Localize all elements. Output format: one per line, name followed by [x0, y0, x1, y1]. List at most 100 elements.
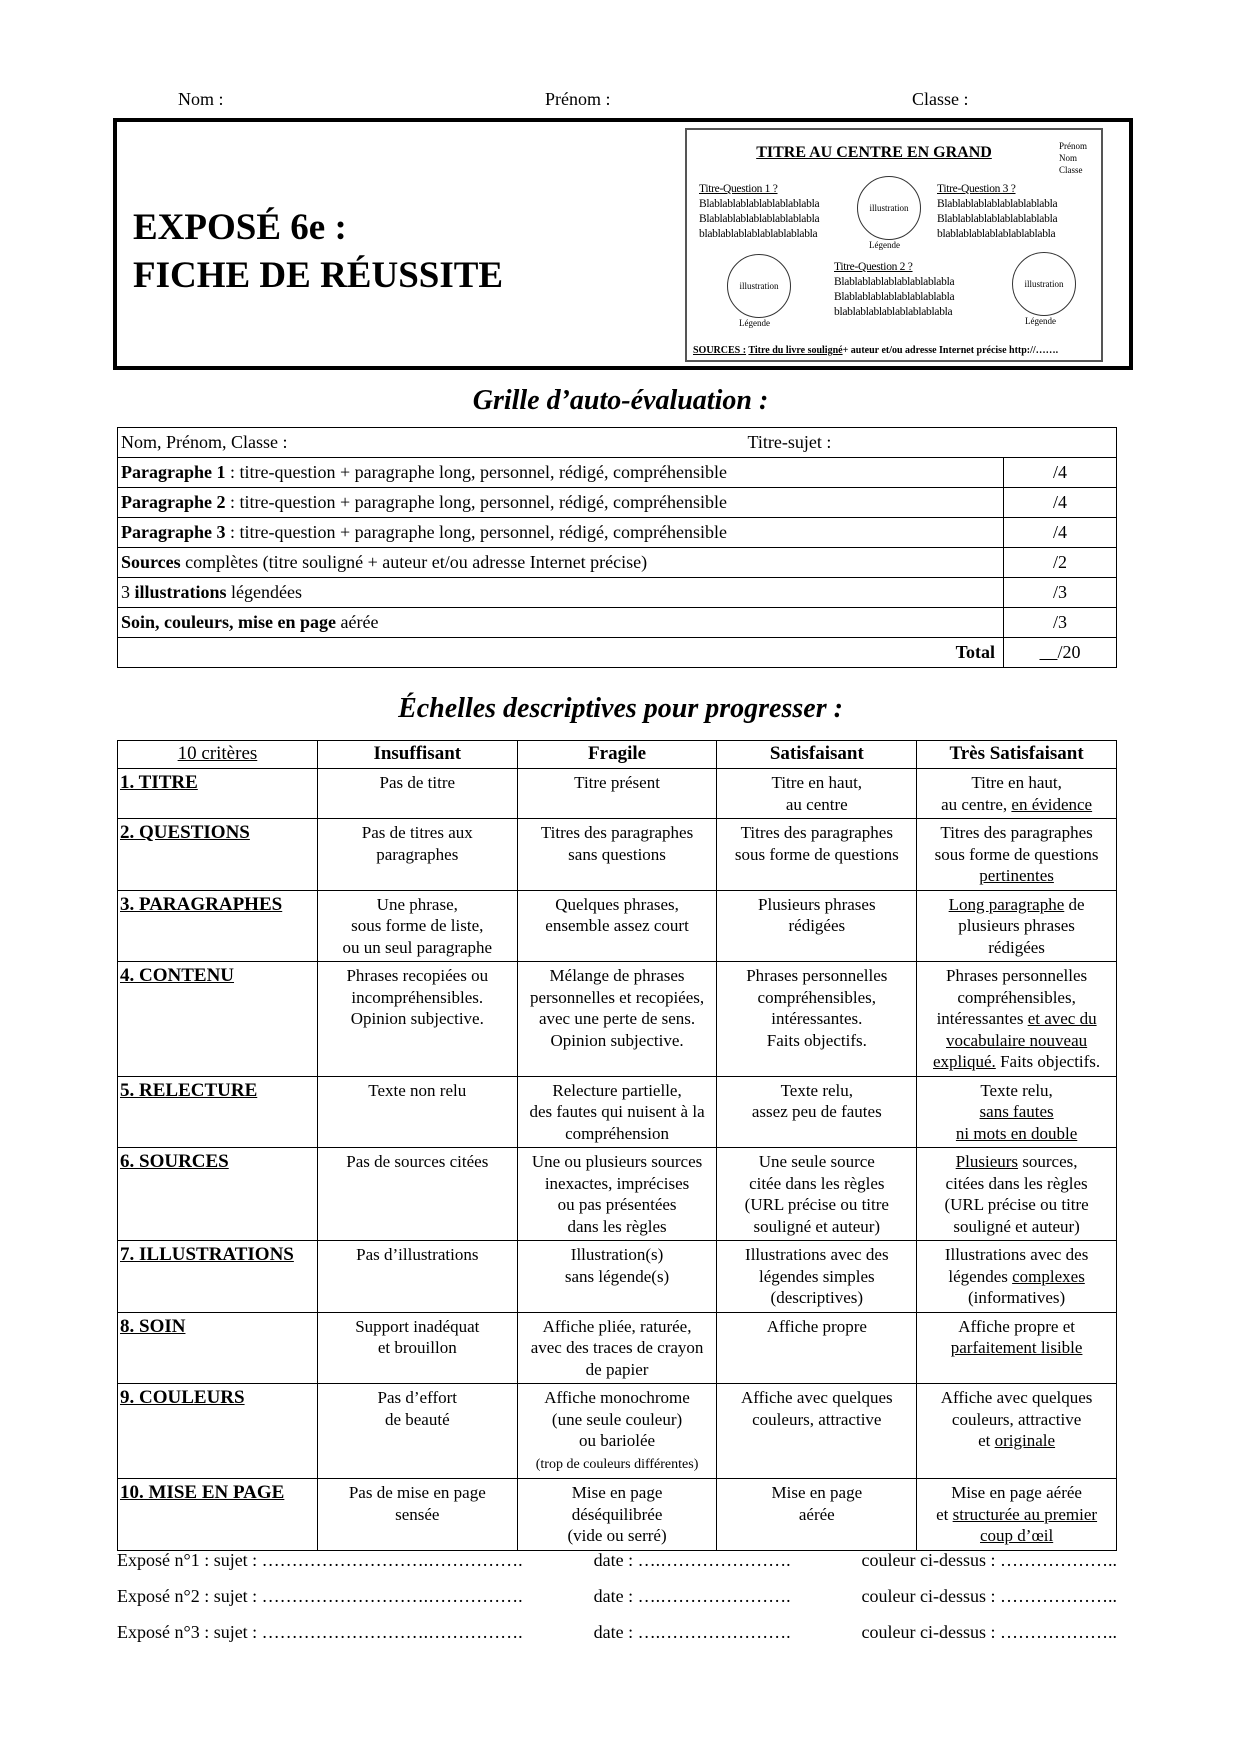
- self-evaluation-grid: Nom, Prénom, Classe : Titre-sujet : Parag…: [117, 427, 1117, 668]
- scale-row: 8. SOIN Support inadéquat et brouillon Affi…: [117, 1311, 1117, 1384]
- level-description: Affiche avec quelques couleurs, attractiv…: [916, 1383, 1117, 1479]
- poster-question-3: Titre-Question 3 ? Blablablablablablablab…: [937, 183, 1058, 240]
- level-description: Plusieurs sources, citées dans les règles…: [916, 1147, 1117, 1241]
- legend-label: Légende: [869, 240, 900, 250]
- level-description: Affiche monochrome (une seule couleur) ou …: [516, 1383, 718, 1479]
- subject-field[interactable]: Exposé n°3 : sujet : ……………………….…………….: [117, 1622, 523, 1642]
- level-description: Texte non relu: [316, 1075, 518, 1148]
- level-description: Titres des paragraphes sous forme de ques…: [716, 818, 918, 891]
- criterion-cell: Sources complètes (titre souligné + aute…: [117, 547, 1004, 578]
- score-cell[interactable]: /4: [1003, 487, 1117, 518]
- grid-row: Paragraphe 2 : titre-question + paragrap…: [117, 487, 1117, 518]
- grid-header-row: Nom, Prénom, Classe : Titre-sujet :: [117, 427, 1117, 458]
- total-score[interactable]: /20: [1003, 637, 1117, 668]
- column-header: Fragile: [516, 740, 718, 769]
- level-description: Mise en page aérée et structurée au premi…: [916, 1478, 1117, 1551]
- scale-row: 1. TITRE Pas de titre Titre présent Titre e…: [117, 768, 1117, 819]
- level-description: Phrases personnelles compréhensibles, inté…: [916, 961, 1117, 1077]
- criterion-name: 8. SOIN: [117, 1311, 318, 1384]
- level-description: Plusieurs phrases rédigées: [716, 889, 918, 962]
- column-header: Satisfaisant: [716, 740, 918, 769]
- level-description: Long paragraphe de plusieurs phrases rédig…: [916, 889, 1117, 962]
- scale-row: 2. QUESTIONS Pas de titres aux paragraphes…: [117, 818, 1117, 891]
- title-line-1: EXPOSÉ 6e :: [133, 207, 347, 248]
- criterion-cell: Paragraphe 1 : titre-question + paragrap…: [117, 457, 1004, 488]
- subject-field[interactable]: Exposé n°2 : sujet : ……………………….…………….: [117, 1586, 523, 1606]
- scale-row: 3. PARAGRAPHES Une phrase, sous forme de l…: [117, 889, 1117, 962]
- poster-question-1: Titre-Question 1 ? Blablablablablablablab…: [699, 183, 820, 240]
- level-description: Une ou plusieurs sources inexactes, impré…: [516, 1147, 718, 1241]
- level-description: Pas de titres aux paragraphes: [316, 818, 518, 891]
- criterion-name: 1. TITRE: [117, 768, 318, 819]
- level-description: Une seule source citée dans les règles (UR…: [716, 1147, 918, 1241]
- page-title: EXPOSÉ 6e : FICHE DE RÉUSSITE: [133, 204, 503, 300]
- level-description: Texte relu, sans fautes ni mots en double: [916, 1075, 1117, 1148]
- grid-row: Paragraphe 3 : titre-question + paragrap…: [117, 517, 1117, 548]
- level-description: Pas d’effort de beauté: [316, 1383, 518, 1479]
- criterion-name: 3. PARAGRAPHES: [117, 889, 318, 962]
- criterion-name: 2. QUESTIONS: [117, 818, 318, 891]
- level-description: Illustrations avec des légendes complexes…: [916, 1240, 1117, 1313]
- grid-row: Soin, couleurs, mise en page aérée/3: [117, 607, 1117, 638]
- scale-row: 4. CONTENU Phrases recopiées ou incompréhe…: [117, 961, 1117, 1077]
- level-description: Pas d’illustrations: [316, 1240, 518, 1313]
- scale-row: 5. RELECTURE Texte non relu Relecture part…: [117, 1075, 1117, 1148]
- total-label: Total: [117, 637, 1004, 668]
- illustration-circle: illustration: [1012, 252, 1076, 316]
- poster-question-2: Titre-Question 2 ? Blablablablablablablab…: [834, 261, 955, 318]
- criterion-name: 9. COULEURS: [117, 1383, 318, 1479]
- color-field[interactable]: couleur ci-dessus : ………………..: [861, 1622, 1117, 1642]
- scale-row: 9. COULEURS Pas d’effort de beauté Affiche …: [117, 1383, 1117, 1479]
- criterion-cell: Soin, couleurs, mise en page aérée: [117, 607, 1004, 638]
- color-field[interactable]: couleur ci-dessus : ………………..: [861, 1586, 1117, 1606]
- level-description: Mélange de phrases personnelles et recopi…: [516, 961, 718, 1077]
- level-description: Illustration(s) sans légende(s): [516, 1240, 718, 1313]
- level-description: Affiche pliée, raturée, avec des traces d…: [516, 1311, 718, 1384]
- prenom-label: Prénom :: [545, 89, 611, 109]
- scale-row: 10. MISE EN PAGE Pas de mise en page sensé…: [117, 1478, 1117, 1551]
- level-description: Relecture partielle, des fautes qui nuise…: [516, 1075, 718, 1148]
- scale-heading: Échelles descriptives pour progresser :: [398, 693, 843, 724]
- date-field[interactable]: date : ….………………….: [593, 1586, 791, 1606]
- classe-label: Classe :: [912, 89, 969, 109]
- subject-label: Titre-sujet :: [747, 432, 832, 452]
- column-header: Insuffisant: [316, 740, 518, 769]
- illustration-circle: illustration: [857, 176, 921, 240]
- expose-line: Exposé n°1 : sujet : ……………………….……………. dat…: [117, 1550, 1117, 1571]
- date-field[interactable]: date : ….………………….: [593, 1550, 791, 1570]
- poster-sources: SOURCES : Titre du livre souligné+ auteu…: [693, 345, 1059, 356]
- score-cell[interactable]: /3: [1003, 577, 1117, 608]
- level-description: Titre en haut, au centre: [716, 768, 918, 819]
- score-cell[interactable]: /4: [1003, 457, 1117, 488]
- criterion-cell: Paragraphe 3 : titre-question + paragrap…: [117, 517, 1004, 548]
- score-cell[interactable]: /2: [1003, 547, 1117, 578]
- level-description: Affiche avec quelques couleurs, attractiv…: [716, 1383, 918, 1479]
- level-description: Pas de mise en page sensée: [316, 1478, 518, 1551]
- level-description: Support inadéquat et brouillon: [316, 1311, 518, 1384]
- level-description: Une phrase, sous forme de liste, ou un seu…: [316, 889, 518, 962]
- level-description: Mise en page déséquilibrée (vide ou serré): [516, 1478, 718, 1551]
- date-field[interactable]: date : ….………………….: [593, 1622, 791, 1642]
- legend-label: Légende: [1025, 316, 1056, 326]
- level-description: Texte relu, assez peu de fautes: [716, 1075, 918, 1148]
- level-description: Affiche propre et parfaitement lisible: [916, 1311, 1117, 1384]
- criterion-cell: 3 illustrations légendées: [117, 577, 1004, 608]
- criterion-name: 5. RELECTURE: [117, 1075, 318, 1148]
- criterion-cell: Paragraphe 2 : titre-question + paragrap…: [117, 487, 1004, 518]
- color-field[interactable]: couleur ci-dessus : ………………..: [861, 1550, 1117, 1570]
- grid-row: 3 illustrations légendées/3: [117, 577, 1117, 608]
- legend-label: Légende: [739, 318, 770, 328]
- score-cell[interactable]: /3: [1003, 607, 1117, 638]
- score-cell[interactable]: /4: [1003, 517, 1117, 548]
- descriptive-scale-table: 10 critères Insuffisant Fragile Satisfaisan…: [117, 740, 1117, 1551]
- level-description: Titre en haut, au centre, en évidence: [916, 768, 1117, 819]
- poster-example: TITRE AU CENTRE EN GRAND Prénom Nom Classe…: [685, 128, 1103, 362]
- level-description: Titre présent: [516, 768, 718, 819]
- title-line-2: FICHE DE RÉUSSITE: [133, 255, 504, 296]
- expose-line: Exposé n°3 : sujet : ……………………….……………. dat…: [117, 1622, 1117, 1643]
- level-description: Illustrations avec des légendes simples (d…: [716, 1240, 918, 1313]
- level-description: Quelques phrases, ensemble assez court: [516, 889, 718, 962]
- column-header: 10 critères: [117, 740, 318, 769]
- level-description: Affiche propre: [716, 1311, 918, 1384]
- subject-field[interactable]: Exposé n°1 : sujet : ……………………….…………….: [117, 1550, 523, 1570]
